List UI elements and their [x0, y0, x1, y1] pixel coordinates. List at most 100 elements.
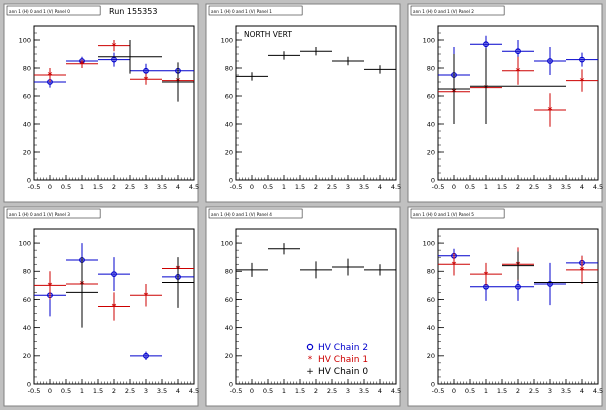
- chart-panel-2: ann 1 (H) 0 and 1 (V) Panel 2-0.5 0 0.5 1 1.…: [407, 3, 603, 203]
- y-tick-label: 100: [423, 239, 435, 247]
- x-tick-label: 2.5: [125, 387, 135, 395]
- x-tick-label: 1: [484, 387, 488, 395]
- y-tick-label: 20: [427, 352, 435, 360]
- data-point-chain2: [98, 257, 130, 291]
- x-tick-label: 1: [282, 387, 286, 395]
- x-tick-label: 2.5: [529, 183, 539, 191]
- overlay-text: NORTH VERT: [244, 30, 292, 39]
- panel-title: ann 1 (H) 0 and 1 (V) Panel 1: [211, 9, 272, 14]
- data-point-chain2: [534, 262, 566, 306]
- legend-label: HV Chain 2: [318, 343, 368, 353]
- x-tick-label: 0: [250, 183, 254, 191]
- data-point-chain0: [438, 54, 470, 124]
- x-tick-label: 1.5: [295, 387, 305, 395]
- x-tick-label: 3.5: [561, 387, 571, 395]
- chart-panel-5: ann 1 (H) 0 and 1 (V) Panel 5-0.5 0 0.5 1 1.…: [407, 206, 603, 407]
- data-point-chain0: [300, 261, 332, 279]
- y-tick-label: 20: [225, 352, 233, 360]
- x-tick-label: 4.5: [189, 183, 199, 191]
- x-tick-label: 4: [580, 183, 584, 191]
- x-tick-label: 0.5: [61, 183, 71, 191]
- data-point-chain1: *: [566, 255, 598, 284]
- data-point-chain1: *: [130, 283, 162, 307]
- y-tick-label: 20: [23, 148, 31, 156]
- x-tick-label: -0.5: [230, 183, 243, 191]
- marker-open-circle: [515, 48, 521, 55]
- y-tick-label: 100: [19, 239, 31, 247]
- x-tick-label: 4.5: [593, 387, 603, 395]
- x-tick-label: 3: [346, 183, 350, 191]
- data-point-chain1: *: [438, 252, 470, 276]
- marker-star: *: [80, 60, 85, 70]
- data-point-chain0: [162, 257, 194, 308]
- data-point-chain1: *: [502, 56, 534, 85]
- x-tick-label: 2: [314, 387, 318, 395]
- data-point-chain2: [566, 52, 598, 67]
- chart-panel-0: ann 1 (H) 0 and 1 (V) Panel 0-0.5 0 0.5 1 1.…: [3, 3, 199, 203]
- x-tick-label: -0.5: [28, 183, 41, 191]
- x-tick-label: 3: [548, 387, 552, 395]
- chart-panel-4: ann 1 (H) 0 and 1 (V) Panel 4-0.5 0 0.5 1 1.…: [205, 206, 401, 407]
- x-tick-label: 3: [144, 387, 148, 395]
- marker-open-circle: [547, 281, 553, 287]
- x-tick-label: 1.5: [295, 183, 305, 191]
- data-point-chain1: *: [534, 93, 566, 127]
- marker-star: *: [48, 71, 53, 81]
- data-point-chain0: [162, 62, 194, 102]
- y-tick-label: 60: [23, 296, 31, 304]
- legend-marker-cross-icon: +: [306, 367, 314, 377]
- x-tick-label: -0.5: [230, 387, 243, 395]
- x-tick-label: 2: [112, 183, 116, 191]
- marker-open-circle: [111, 271, 117, 277]
- x-tick-label: 1.5: [93, 387, 103, 395]
- x-tick-label: 3: [346, 387, 350, 395]
- x-tick-label: -0.5: [28, 387, 41, 395]
- data-point-chain1: *: [130, 73, 162, 85]
- marker-star: *: [548, 106, 553, 116]
- x-tick-label: 2: [112, 387, 116, 395]
- data-point-chain0: [300, 47, 332, 56]
- y-tick-label: 0: [431, 176, 435, 184]
- panel-title-box: [410, 5, 505, 16]
- y-tick-label: 40: [23, 120, 31, 128]
- marker-star: *: [112, 303, 117, 313]
- data-point-chain2: [130, 351, 162, 361]
- x-tick-label: 1: [484, 183, 488, 191]
- y-tick-label: 80: [225, 268, 233, 276]
- x-tick-label: 0: [452, 387, 456, 395]
- marker-open-circle: [143, 67, 149, 74]
- x-tick-label: 1.5: [497, 183, 507, 191]
- data-point-chain1: *: [566, 69, 598, 92]
- marker-open-circle: [547, 58, 553, 64]
- panel-title-box: [6, 208, 101, 219]
- pad-background: [407, 3, 603, 203]
- x-tick-label: 0: [250, 387, 254, 395]
- marker-star: *: [144, 75, 149, 85]
- x-tick-label: 1.5: [93, 183, 103, 191]
- data-point-chain1: *: [34, 68, 66, 82]
- data-point-chain0: [236, 72, 268, 81]
- legend-entry-chain2: HV Chain 2: [306, 343, 368, 353]
- y-tick-label: 100: [19, 36, 31, 44]
- y-tick-label: 60: [23, 92, 31, 100]
- y-tick-label: 40: [427, 324, 435, 332]
- marker-star: *: [580, 266, 585, 276]
- marker-star: *: [516, 67, 521, 77]
- data-point-chain0: [268, 243, 300, 255]
- y-tick-label: 20: [23, 352, 31, 360]
- x-tick-label: 3.5: [359, 183, 369, 191]
- x-tick-label: 2.5: [125, 183, 135, 191]
- y-tick-label: 60: [225, 296, 233, 304]
- x-tick-label: 2.5: [529, 387, 539, 395]
- x-tick-label: 3.5: [157, 183, 167, 191]
- y-tick-label: 40: [23, 324, 31, 332]
- x-tick-label: 4.5: [391, 183, 401, 191]
- panel-title: ann 1 (H) 0 and 1 (V) Panel 4: [211, 212, 272, 217]
- data-point-chain0: [364, 264, 396, 276]
- y-tick-label: 40: [225, 324, 233, 332]
- x-tick-label: 3.5: [157, 387, 167, 395]
- y-tick-label: 80: [427, 64, 435, 72]
- panel-title: ann 1 (H) 0 and 1 (V) Panel 2: [413, 9, 474, 14]
- data-point-chain2: [534, 47, 566, 75]
